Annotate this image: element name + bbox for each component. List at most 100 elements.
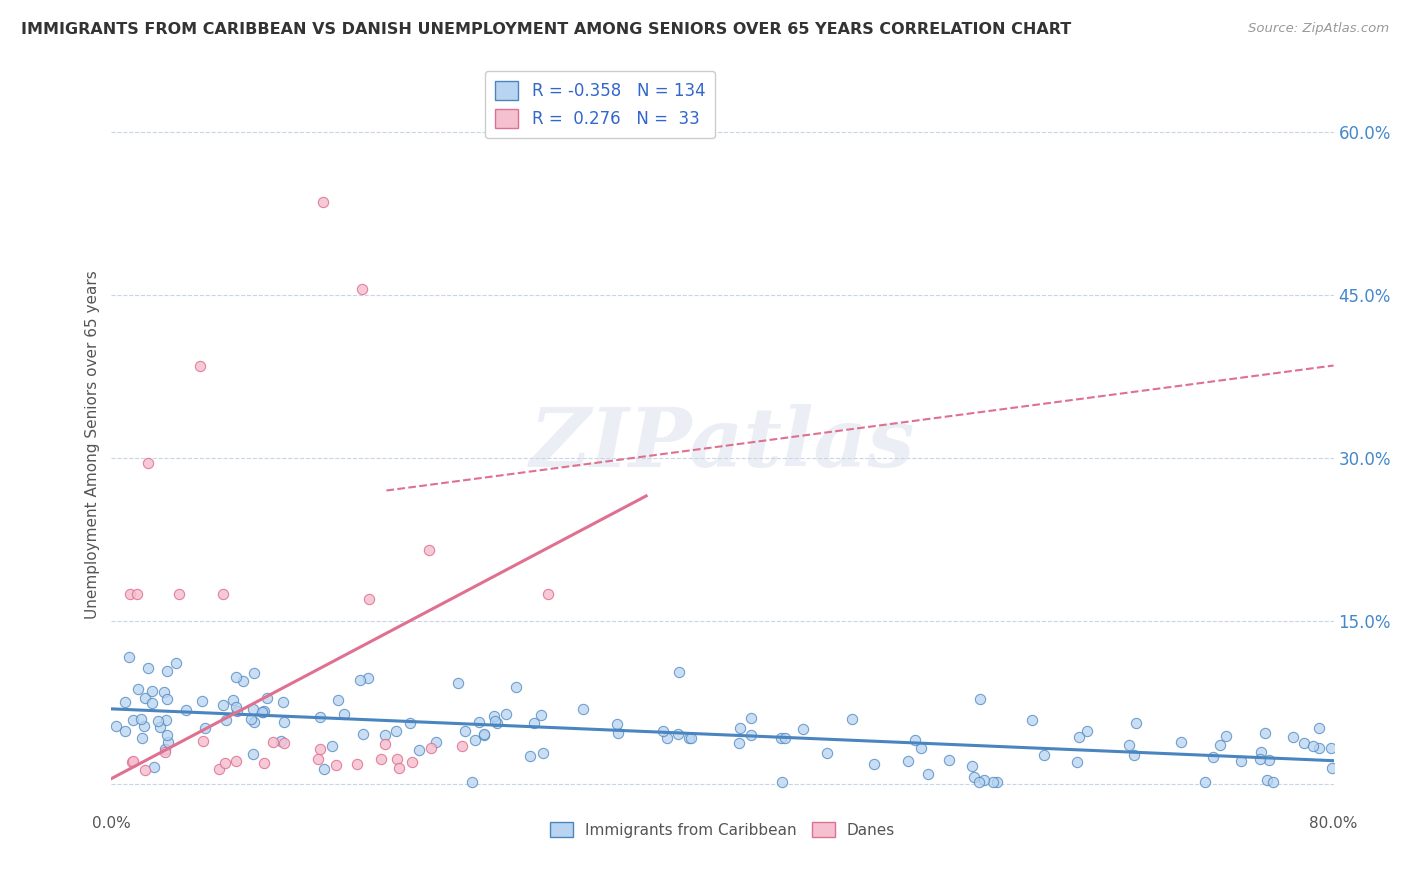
Point	[472, 727, 495, 741]
Point	[349, 673, 371, 687]
Point	[155, 727, 177, 741]
Point	[1066, 755, 1088, 769]
Point	[482, 709, 505, 723]
Point	[188, 359, 211, 373]
Point	[214, 756, 236, 770]
Point	[370, 752, 392, 766]
Point	[519, 748, 541, 763]
Point	[399, 716, 422, 731]
Point	[897, 754, 920, 768]
Point	[904, 733, 927, 747]
Point	[153, 742, 176, 756]
Point	[969, 692, 991, 706]
Point	[728, 736, 751, 750]
Point	[981, 774, 1004, 789]
Point	[374, 728, 396, 742]
Point	[1215, 729, 1237, 743]
Point	[1118, 738, 1140, 752]
Point	[815, 747, 838, 761]
Point	[1123, 748, 1146, 763]
Point	[114, 724, 136, 739]
Point	[740, 711, 762, 725]
Point	[607, 725, 630, 739]
Point	[357, 672, 380, 686]
Point	[986, 774, 1008, 789]
Point	[156, 664, 179, 678]
Point	[152, 684, 174, 698]
Point	[530, 708, 553, 723]
Point	[461, 774, 484, 789]
Y-axis label: Unemployment Among Seniors over 65 years: Unemployment Among Seniors over 65 years	[86, 270, 100, 619]
Point	[668, 727, 690, 741]
Point	[225, 670, 247, 684]
Point	[1170, 734, 1192, 748]
Point	[262, 735, 284, 749]
Point	[212, 587, 235, 601]
Point	[226, 704, 249, 718]
Point	[141, 684, 163, 698]
Point	[967, 774, 990, 789]
Point	[1201, 750, 1223, 764]
Point	[256, 690, 278, 705]
Point	[240, 712, 263, 726]
Point	[125, 587, 148, 601]
Point	[408, 743, 430, 757]
Point	[963, 770, 986, 784]
Point	[153, 745, 176, 759]
Point	[1076, 724, 1098, 739]
Point	[273, 736, 295, 750]
Point	[385, 752, 408, 766]
Point	[131, 712, 153, 726]
Point	[221, 692, 243, 706]
Point	[446, 676, 468, 690]
Point	[270, 734, 292, 748]
Point	[250, 705, 273, 719]
Point	[605, 716, 627, 731]
Point	[225, 754, 247, 768]
Point	[841, 712, 863, 726]
Point	[141, 696, 163, 710]
Point	[155, 713, 177, 727]
Point	[118, 650, 141, 665]
Point	[973, 773, 995, 788]
Point	[114, 695, 136, 709]
Point	[1021, 714, 1043, 728]
Point	[536, 587, 558, 601]
Point	[681, 731, 703, 745]
Point	[418, 543, 440, 558]
Point	[572, 702, 595, 716]
Point	[333, 707, 356, 722]
Text: Source: ZipAtlas.com: Source: ZipAtlas.com	[1249, 22, 1389, 36]
Point	[138, 456, 160, 470]
Point	[388, 761, 411, 775]
Point	[523, 716, 546, 731]
Point	[122, 713, 145, 727]
Point	[149, 720, 172, 734]
Point	[1033, 748, 1056, 763]
Point	[121, 756, 143, 770]
Point	[1250, 745, 1272, 759]
Point	[134, 763, 156, 777]
Point	[1256, 773, 1278, 788]
Point	[1320, 761, 1343, 775]
Text: ZIPatlas: ZIPatlas	[530, 404, 915, 484]
Point	[1067, 730, 1090, 744]
Point	[505, 681, 527, 695]
Point	[728, 722, 751, 736]
Point	[740, 728, 762, 742]
Point	[1125, 715, 1147, 730]
Point	[194, 721, 217, 735]
Point	[120, 587, 142, 601]
Point	[146, 714, 169, 729]
Point	[211, 698, 233, 713]
Point	[242, 714, 264, 729]
Point	[1209, 738, 1232, 752]
Point	[156, 735, 179, 749]
Point	[308, 742, 330, 756]
Point	[678, 731, 700, 745]
Point	[468, 714, 491, 729]
Point	[242, 701, 264, 715]
Point	[167, 587, 190, 601]
Point	[651, 724, 673, 739]
Point	[770, 731, 793, 746]
